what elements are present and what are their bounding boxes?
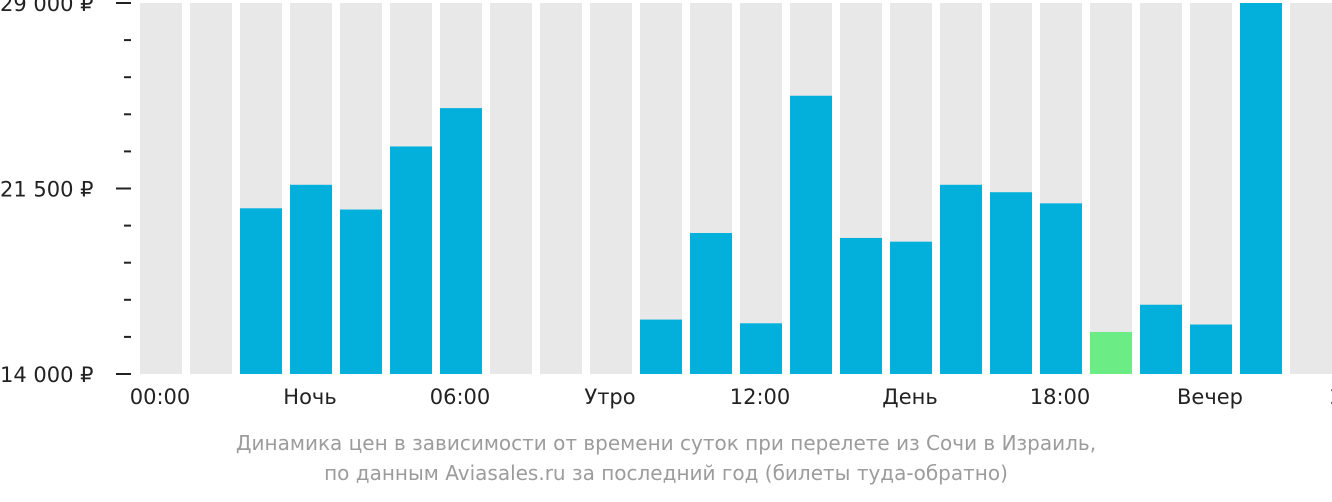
- bar-hour-11[interactable]: [690, 233, 732, 374]
- bar-hour-19[interactable]: [1090, 331, 1132, 374]
- bar-slot-8: [540, 3, 582, 374]
- x-tick-label: 12:00: [730, 385, 791, 409]
- y-tick-label: 21 500 ₽: [0, 178, 94, 202]
- bar-hour-20[interactable]: [1140, 304, 1182, 374]
- bar-hour-13[interactable]: [790, 95, 832, 374]
- bar-slot-1: [190, 3, 232, 374]
- chart-caption-line-1: Динамика цен в зависимости от времени су…: [235, 431, 1097, 455]
- bar-slot-23: [1290, 3, 1332, 374]
- bar-slot-19: [1090, 3, 1132, 374]
- x-tick-label: 24:00: [1330, 385, 1332, 409]
- bar-slot-7: [490, 3, 532, 374]
- y-tick-label: 29 000 ₽: [0, 0, 94, 16]
- x-tick-label: 06:00: [430, 385, 491, 409]
- bar-hour-17[interactable]: [990, 192, 1032, 374]
- bar-hour-22[interactable]: [1240, 3, 1282, 374]
- x-tick-label: День: [882, 385, 937, 409]
- bar-slot-12: [740, 3, 782, 374]
- bar-slot-21: [1190, 3, 1232, 374]
- bar-hour-16[interactable]: [940, 184, 982, 374]
- x-tick-label: 18:00: [1030, 385, 1091, 409]
- x-tick-label: Утро: [584, 385, 635, 409]
- bars-group: [140, 3, 1332, 374]
- bar-hour-6[interactable]: [440, 108, 482, 374]
- chart-caption-line-2: по данным Aviasales.ru за последний год …: [324, 461, 1008, 485]
- bar-hour-3[interactable]: [290, 184, 332, 374]
- bar-hour-5[interactable]: [390, 146, 432, 374]
- bar-hour-15[interactable]: [890, 241, 932, 374]
- bar-hour-21[interactable]: [1190, 324, 1232, 374]
- bar-hour-12[interactable]: [740, 323, 782, 374]
- bar-slot-0: [140, 3, 182, 374]
- bar-slot-10: [640, 3, 682, 374]
- y-axis: 29 000 ₽ 21 500 ₽ 14 000 ₽: [0, 0, 131, 387]
- bar-hour-18[interactable]: [1040, 203, 1082, 374]
- bar-hour-4[interactable]: [340, 209, 382, 374]
- x-tick-label: 00:00: [130, 385, 191, 409]
- bar-hour-14[interactable]: [840, 237, 882, 374]
- price-by-time-chart: 29 000 ₽ 21 500 ₽ 14 000 ₽ 00:00 Ночь 06:00 У…: [0, 0, 1332, 409]
- y-tick-label: 14 000 ₽: [0, 363, 94, 387]
- bar-hour-10[interactable]: [640, 319, 682, 374]
- bar-hour-2[interactable]: [240, 208, 282, 374]
- x-axis: 00:00 Ночь 06:00 Утро 12:00 День 18:00 Вечер 24:…: [130, 385, 1332, 409]
- x-tick-label: Ночь: [283, 385, 336, 409]
- x-tick-label: Вечер: [1177, 385, 1243, 409]
- bar-slot-9: [590, 3, 632, 374]
